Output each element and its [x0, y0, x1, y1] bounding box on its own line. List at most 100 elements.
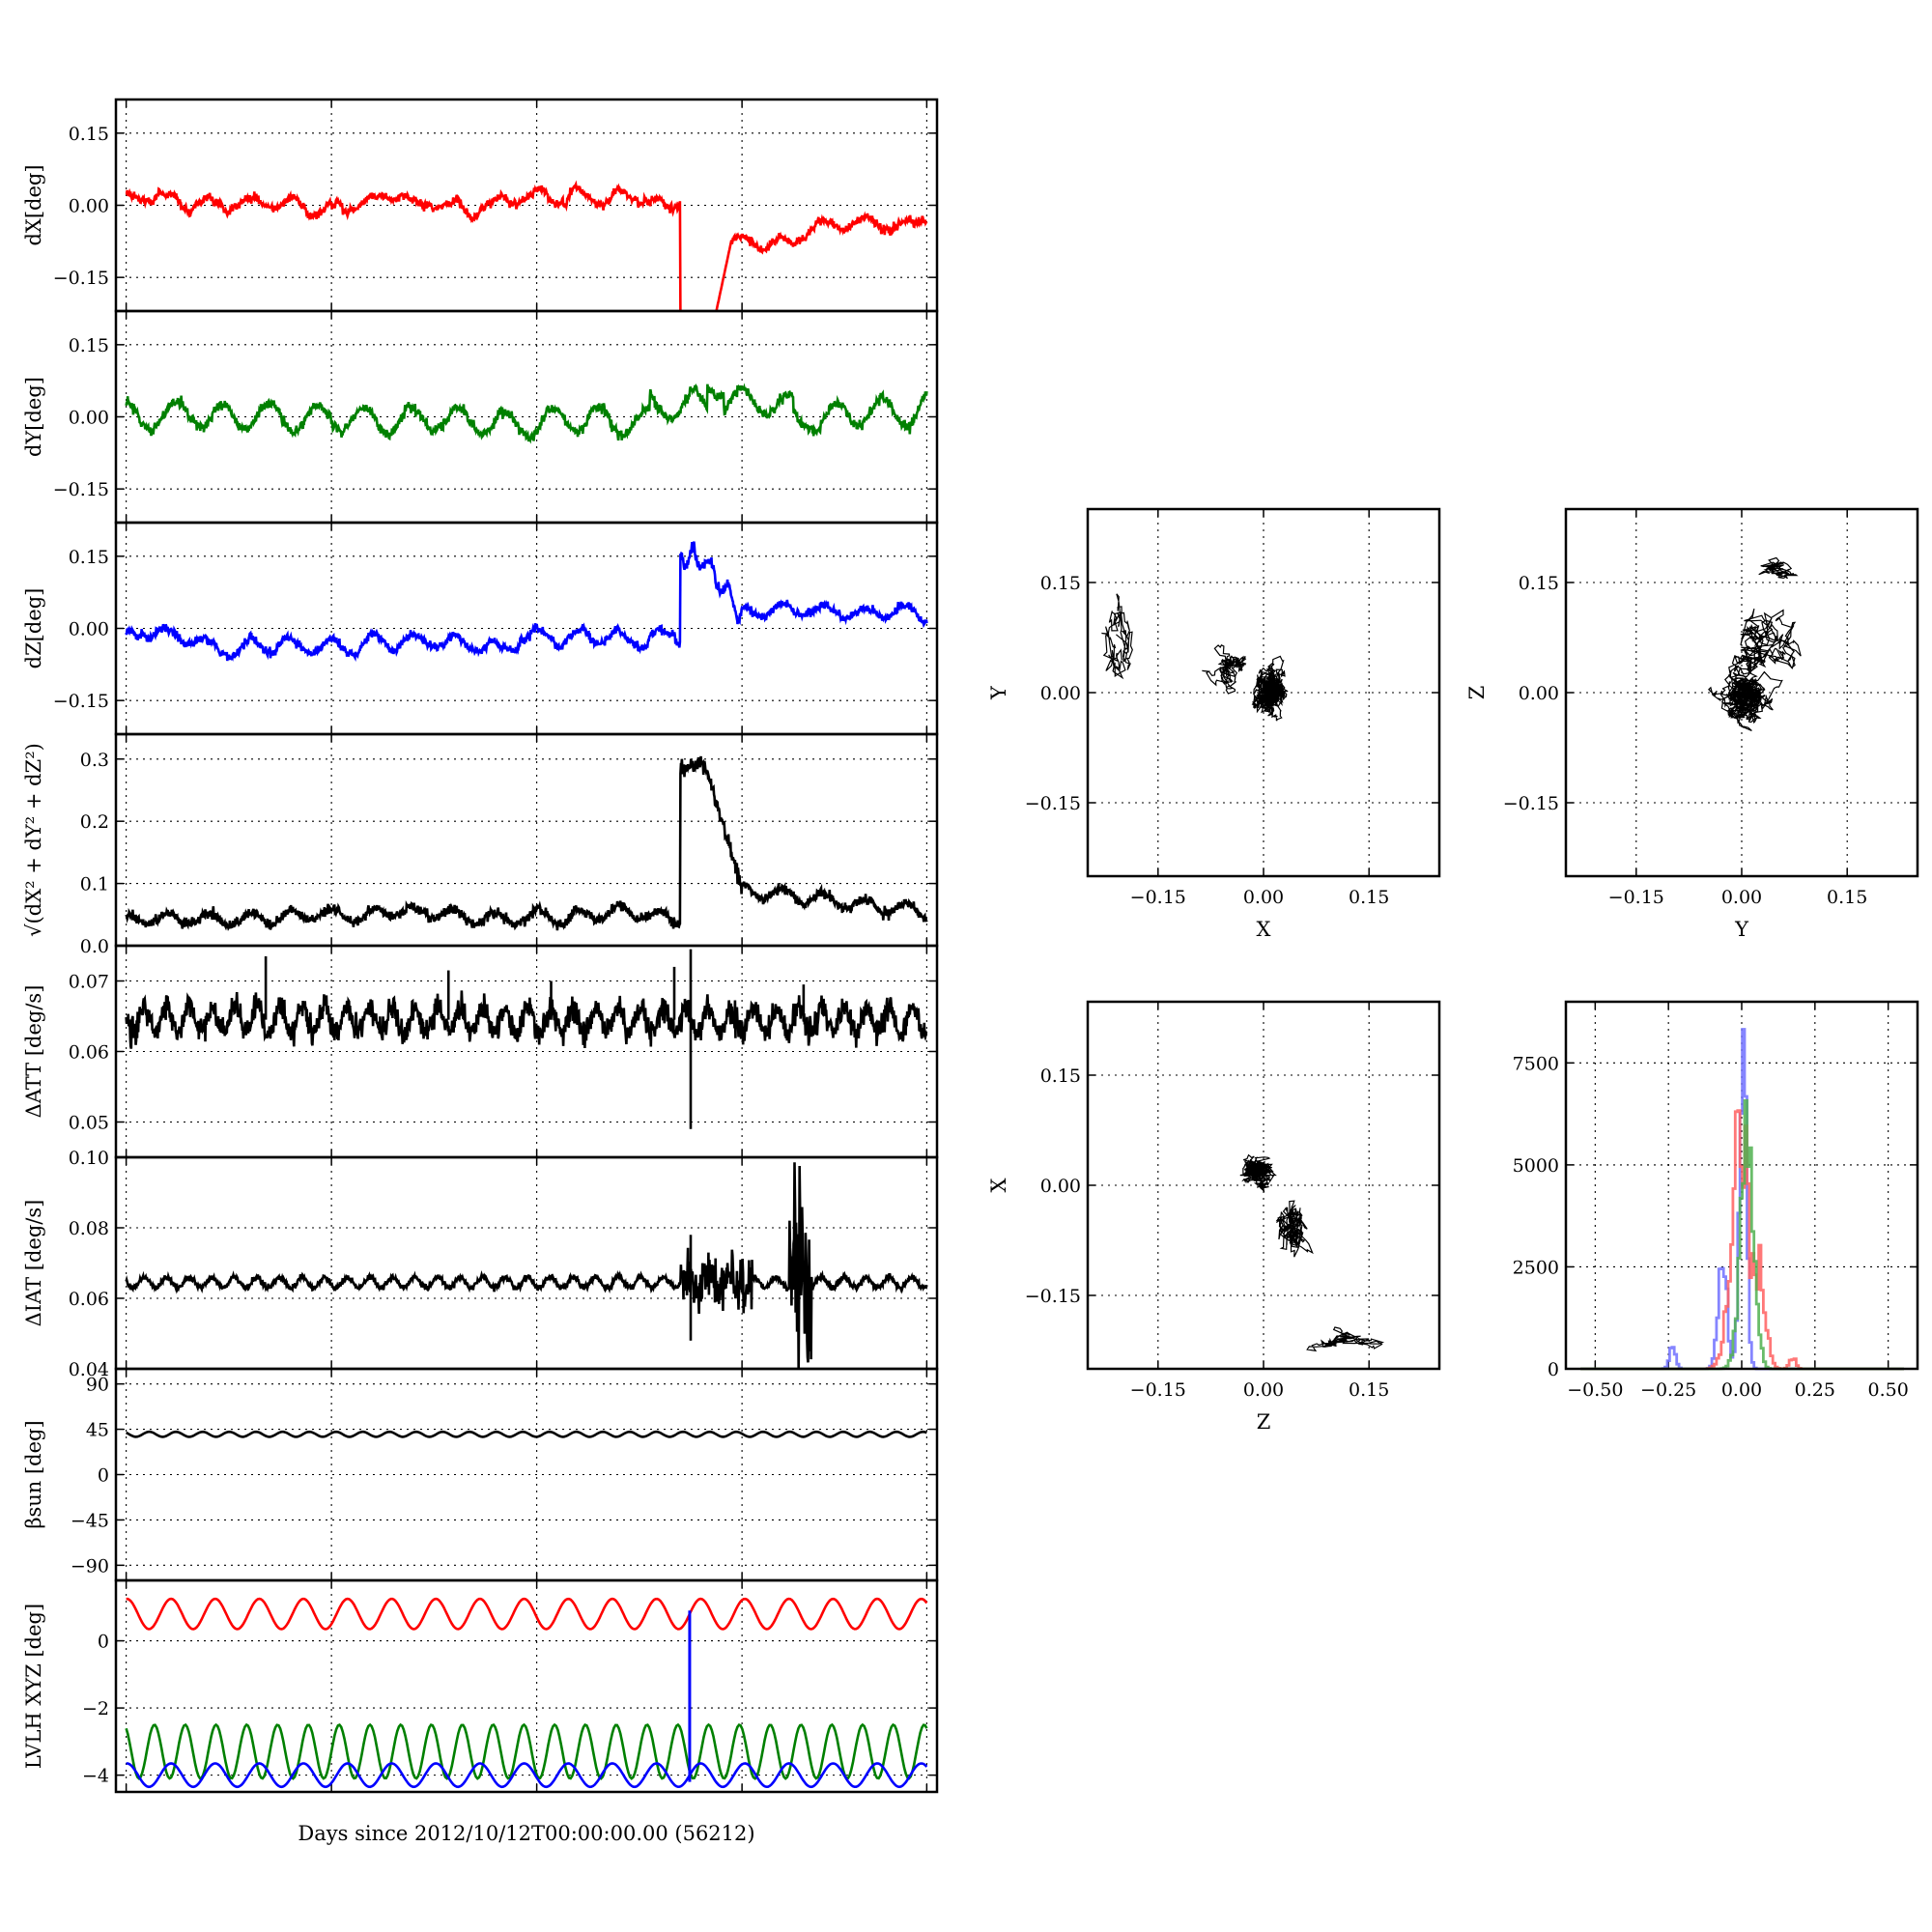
y-tick-label: 7500	[1513, 1053, 1559, 1074]
datt-axes: 0.05 0.06 0.07	[69, 946, 937, 1157]
y-tick-label: −4	[82, 1766, 109, 1787]
y-tick-label: 0.1	[80, 874, 109, 895]
dz-ylabel: dZ[deg]	[22, 588, 45, 669]
x-tick-label: −0.15	[1130, 887, 1186, 908]
x-tick-label: 0.15	[1349, 1379, 1389, 1401]
diat-series-line	[125, 1162, 928, 1369]
xy-scatter-trace	[1251, 655, 1289, 722]
dr-frame	[114, 732, 939, 948]
y-tick-label: 0.15	[1040, 1065, 1081, 1087]
y-tick-label: 0.04	[69, 1359, 109, 1380]
beta-series-line	[126, 1430, 927, 1438]
yz-scatter-trace	[1728, 608, 1802, 679]
lvlh-series-line	[126, 1597, 928, 1631]
y-tick-label: 5000	[1513, 1155, 1559, 1177]
beta-ylabel: βsun [deg]	[22, 1420, 45, 1528]
y-tick-label: −90	[71, 1555, 109, 1577]
y-tick-label: −0.15	[1025, 793, 1081, 814]
hist-frame	[1564, 1000, 1919, 1371]
yz-xlabel: Y	[1734, 918, 1749, 941]
y-tick-label: 2500	[1513, 1257, 1559, 1278]
dr-axes: 0.0 0.1 0.2 0.3	[80, 734, 937, 957]
dy-series-line	[125, 383, 928, 444]
lvlh-axes: −4 −2 0	[82, 1580, 937, 1792]
zx-scatter-trace	[1306, 1326, 1385, 1352]
y-tick-label: 0.00	[69, 619, 109, 640]
dx-axes: −0.15 0.00 0.15	[53, 99, 937, 311]
y-tick-label: 0.15	[69, 124, 109, 145]
x-tick-label: 0.25	[1795, 1379, 1835, 1401]
y-tick-label: 0.00	[1040, 683, 1081, 704]
yz-axes: −0.15 0.00 0.15 −0.15 0.00 0.15	[1503, 509, 1918, 908]
datt-series-line	[125, 990, 928, 1049]
beta-axes: −90 −45 0 45 90	[71, 1369, 937, 1580]
y-tick-label: 45	[86, 1420, 109, 1441]
yz-ylabel: Z	[1465, 686, 1489, 700]
x-tick-label: 0.00	[1721, 887, 1762, 908]
yz-scatter-trace	[1708, 665, 1783, 732]
y-tick-label: −0.15	[53, 268, 109, 289]
x-tick-label: 0.15	[1827, 887, 1867, 908]
y-tick-label: −0.15	[1025, 1286, 1081, 1307]
dy-axes: −0.15 0.00 0.15	[53, 311, 937, 523]
y-tick-label: 0.06	[69, 1289, 109, 1310]
y-tick-label: 0.15	[69, 547, 109, 568]
y-tick-label: 0.05	[69, 1113, 109, 1134]
y-tick-label: 0.15	[1040, 573, 1081, 594]
y-tick-label: 0.00	[1519, 683, 1559, 704]
zx-frame	[1086, 1000, 1441, 1371]
y-tick-label: 0.00	[1040, 1176, 1081, 1197]
yz-scatter-trace	[1758, 556, 1799, 580]
y-tick-label: 0.3	[80, 750, 109, 771]
y-tick-label: 90	[86, 1375, 109, 1396]
y-tick-label: 0.08	[69, 1218, 109, 1239]
x-tick-label: 0.00	[1243, 1379, 1284, 1401]
x-tick-label: −0.15	[1608, 887, 1664, 908]
x-tick-label: 0.00	[1243, 887, 1284, 908]
x-tick-label: 0.15	[1349, 887, 1389, 908]
xy-frame	[1086, 507, 1441, 878]
zx-axes: −0.15 0.00 0.15 −0.15 0.00 0.15	[1025, 1002, 1439, 1401]
lvlh-series-line	[126, 1762, 928, 1789]
diat-frame	[114, 1155, 939, 1371]
x-tick-label: −0.25	[1640, 1379, 1696, 1401]
y-tick-label: 0.00	[69, 408, 109, 429]
dx-ylabel: dX[deg]	[22, 164, 45, 245]
dr-ylabel: √(dX² + dY² + dZ²)	[22, 743, 45, 937]
dx-series-line	[125, 180, 928, 311]
x-tick-label: −0.50	[1567, 1379, 1623, 1401]
y-tick-label: 0	[98, 1465, 109, 1487]
y-tick-label: 0.00	[69, 196, 109, 217]
lvlh-xlabel: Days since 2012/10/12T00:00:00.00 (56212…	[298, 1822, 754, 1845]
y-tick-label: −45	[71, 1510, 109, 1531]
lvlh-ylabel: LVLH XYZ [deg]	[22, 1604, 45, 1769]
y-tick-label: −0.15	[53, 691, 109, 712]
y-tick-label: 0.2	[80, 811, 109, 833]
hist-series-line	[1580, 1098, 1904, 1371]
yz-frame	[1564, 507, 1919, 878]
xy-scatter-trace	[1202, 644, 1247, 695]
y-tick-label: 0	[1548, 1359, 1559, 1380]
xy-xlabel: X	[1257, 918, 1271, 941]
datt-ylabel: ΔATT [deg/s]	[22, 985, 45, 1119]
zx-scatter-trace	[1275, 1200, 1314, 1258]
y-tick-label: −2	[82, 1698, 109, 1719]
y-tick-label: 0.10	[69, 1148, 109, 1169]
x-tick-label: 0.00	[1721, 1379, 1762, 1401]
lvlh-series-line	[125, 1722, 928, 1780]
y-tick-label: −0.15	[53, 479, 109, 500]
y-tick-label: 0.0	[80, 936, 109, 957]
y-tick-label: −0.15	[1503, 793, 1559, 814]
dr-series-line	[125, 755, 928, 931]
y-tick-label: 0.07	[69, 972, 109, 993]
y-tick-label: 0.15	[69, 335, 109, 356]
x-tick-label: −0.15	[1130, 1379, 1186, 1401]
xy-scatter-trace	[1101, 593, 1133, 680]
dy-ylabel: dY[deg]	[22, 377, 45, 457]
dz-series-line	[125, 541, 928, 663]
zx-xlabel: Z	[1257, 1410, 1271, 1434]
xy-ylabel: Y	[987, 685, 1010, 700]
x-tick-label: 0.50	[1868, 1379, 1909, 1401]
y-tick-label: 0	[98, 1632, 109, 1653]
